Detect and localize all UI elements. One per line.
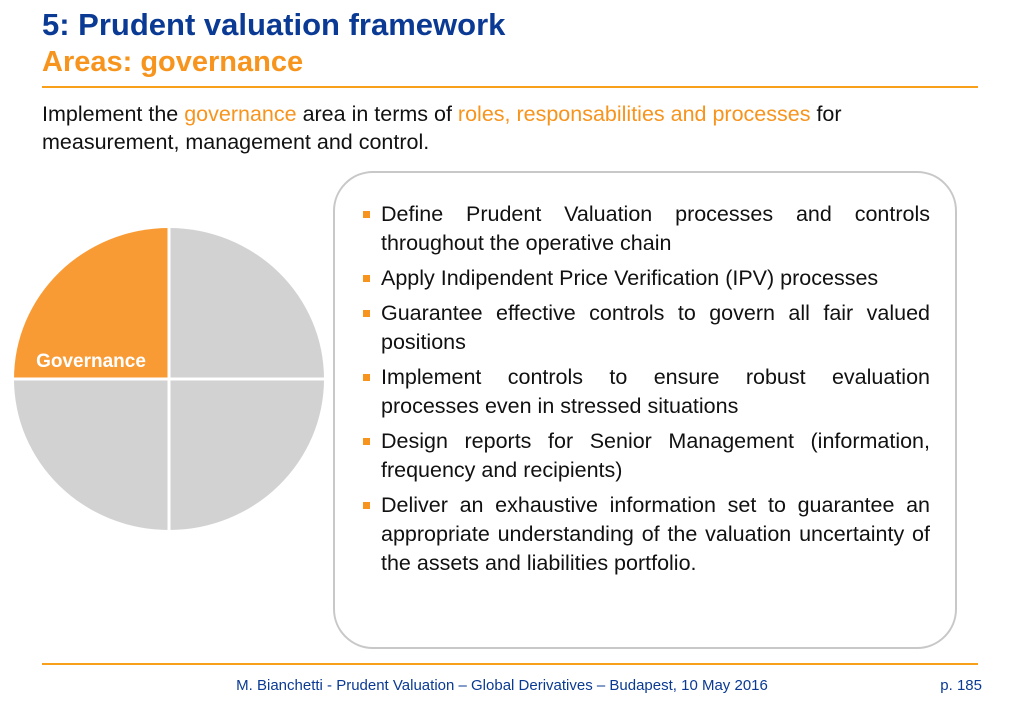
bullet-square-icon <box>363 502 370 509</box>
bullet-callout-box <box>333 171 957 649</box>
quadrant-pie: Governance <box>11 226 325 532</box>
bottom-divider <box>42 663 978 665</box>
pie-label-governance: Governance <box>36 351 146 372</box>
footer: M. Bianchetti - Prudent Valuation – Glob… <box>42 677 982 697</box>
intro-text-1: Implement the <box>42 102 185 126</box>
top-divider <box>42 86 978 88</box>
intro-highlight-roles: roles, responsabilities and processes <box>457 102 811 126</box>
bullet-text: Implement controls to ensure robust eval… <box>381 365 930 418</box>
bullet-text: Define Prudent Valuation processes and c… <box>381 202 930 255</box>
page-subtitle: Areas: governance <box>42 46 304 78</box>
intro-text-2: area in terms of <box>296 102 458 126</box>
page-title: 5: Prudent valuation framework <box>42 7 506 42</box>
page-number: p. 185 <box>940 677 982 694</box>
footer-citation: M. Bianchetti - Prudent Valuation – Glob… <box>236 677 768 694</box>
list-item: Define Prudent Valuation processes and c… <box>362 200 930 258</box>
bullet-square-icon <box>363 374 370 381</box>
bullet-square-icon <box>363 211 370 218</box>
pie-quadrant-governance <box>14 228 169 379</box>
list-item: Guarantee effective controls to govern a… <box>362 299 930 357</box>
bullet-square-icon <box>363 438 370 445</box>
intro-paragraph: Implement the governance area in terms o… <box>42 100 972 156</box>
list-item: Apply Indipendent Price Verification (IP… <box>362 264 930 293</box>
pie-quadrant-bottom-left <box>14 379 169 530</box>
list-item: Design reports for Senior Management (in… <box>362 427 930 485</box>
bullet-text: Design reports for Senior Management (in… <box>381 429 930 482</box>
bullet-square-icon <box>363 275 370 282</box>
bullet-square-icon <box>363 310 370 317</box>
intro-highlight-governance: governance <box>184 102 297 126</box>
bullet-text: Deliver an exhaustive information set to… <box>381 493 930 575</box>
intro-text-3: for measurement, management and control. <box>42 102 842 154</box>
pie-quadrant-bottom-right <box>169 379 324 530</box>
list-item: Deliver an exhaustive information set to… <box>362 491 930 578</box>
bullet-text: Apply Indipendent Price Verification (IP… <box>381 266 879 290</box>
bullet-list: Define Prudent Valuation processes and c… <box>362 200 930 584</box>
list-item: Implement controls to ensure robust eval… <box>362 363 930 421</box>
pie-quadrant-top-right <box>169 228 324 379</box>
bullet-text: Guarantee effective controls to govern a… <box>381 301 930 354</box>
